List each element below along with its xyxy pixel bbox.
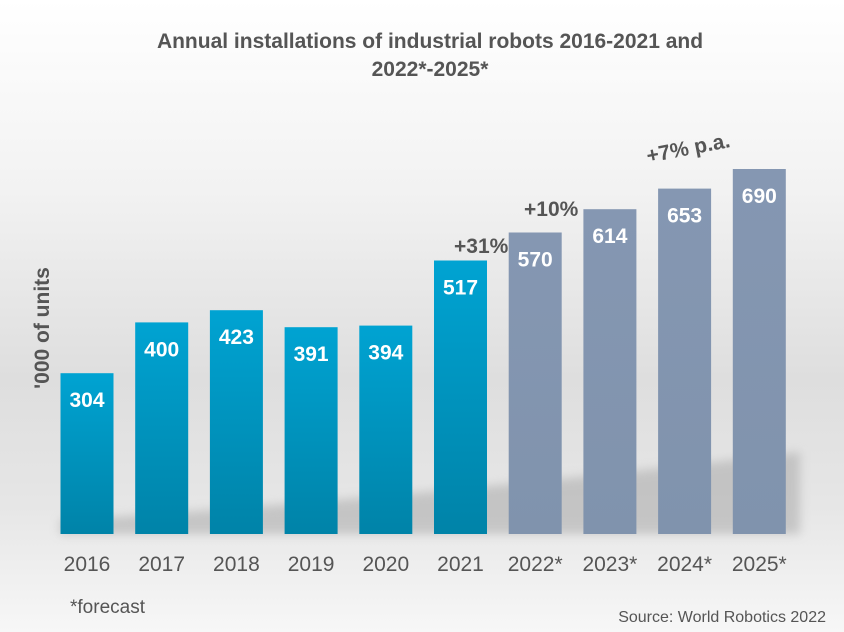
bar-value-label: 517	[443, 277, 478, 300]
x-tick-label: 2021	[437, 553, 484, 576]
bar-value-label: 570	[518, 249, 553, 272]
bar-2020	[359, 325, 413, 534]
y-axis-label: '000 of units	[31, 267, 54, 389]
footnote: *forecast	[70, 597, 146, 618]
bar-value-label: 400	[144, 338, 179, 361]
bar-2016	[60, 373, 114, 534]
annotation-31pct: +31%	[454, 235, 509, 258]
x-tick-label: 2025*	[732, 553, 787, 576]
x-tick-label: 2024*	[657, 553, 712, 576]
x-tick-label: 2020	[362, 553, 409, 576]
bar-value-label: 391	[294, 343, 329, 366]
bar-2024-forecast	[658, 188, 712, 534]
bar-value-label: 394	[368, 342, 403, 365]
bar-2025-forecast	[732, 169, 786, 534]
bar-2022-forecast	[508, 232, 562, 534]
bar-value-label: 304	[69, 389, 104, 412]
chart-title-line-2: 2022*-2025*	[372, 58, 490, 81]
chart-title-line-1: Annual installations of industrial robot…	[157, 30, 703, 53]
x-tick-label: 2022*	[508, 553, 563, 576]
annotation-7pct-pa: +7% p.a.	[645, 129, 732, 168]
bar-value-label: 614	[592, 225, 627, 248]
bar-value-label: 653	[667, 205, 702, 228]
x-tick-label: 2019	[288, 553, 335, 576]
bar-2023-forecast	[583, 209, 637, 534]
x-tick-label: 2016	[64, 553, 111, 576]
bar-2018	[209, 310, 263, 534]
x-tick-label: 2023*	[582, 553, 637, 576]
bar-2021	[434, 260, 487, 534]
annotation-10pct: +10%	[524, 198, 579, 221]
x-tick-label: 2018	[213, 553, 260, 576]
bar-value-label: 690	[742, 185, 777, 208]
bar-2017	[135, 322, 189, 534]
bar-value-label: 423	[219, 326, 254, 349]
x-tick-label: 2017	[138, 553, 185, 576]
source-note: Source: World Robotics 2022	[618, 609, 826, 626]
bar-2019	[284, 327, 338, 534]
